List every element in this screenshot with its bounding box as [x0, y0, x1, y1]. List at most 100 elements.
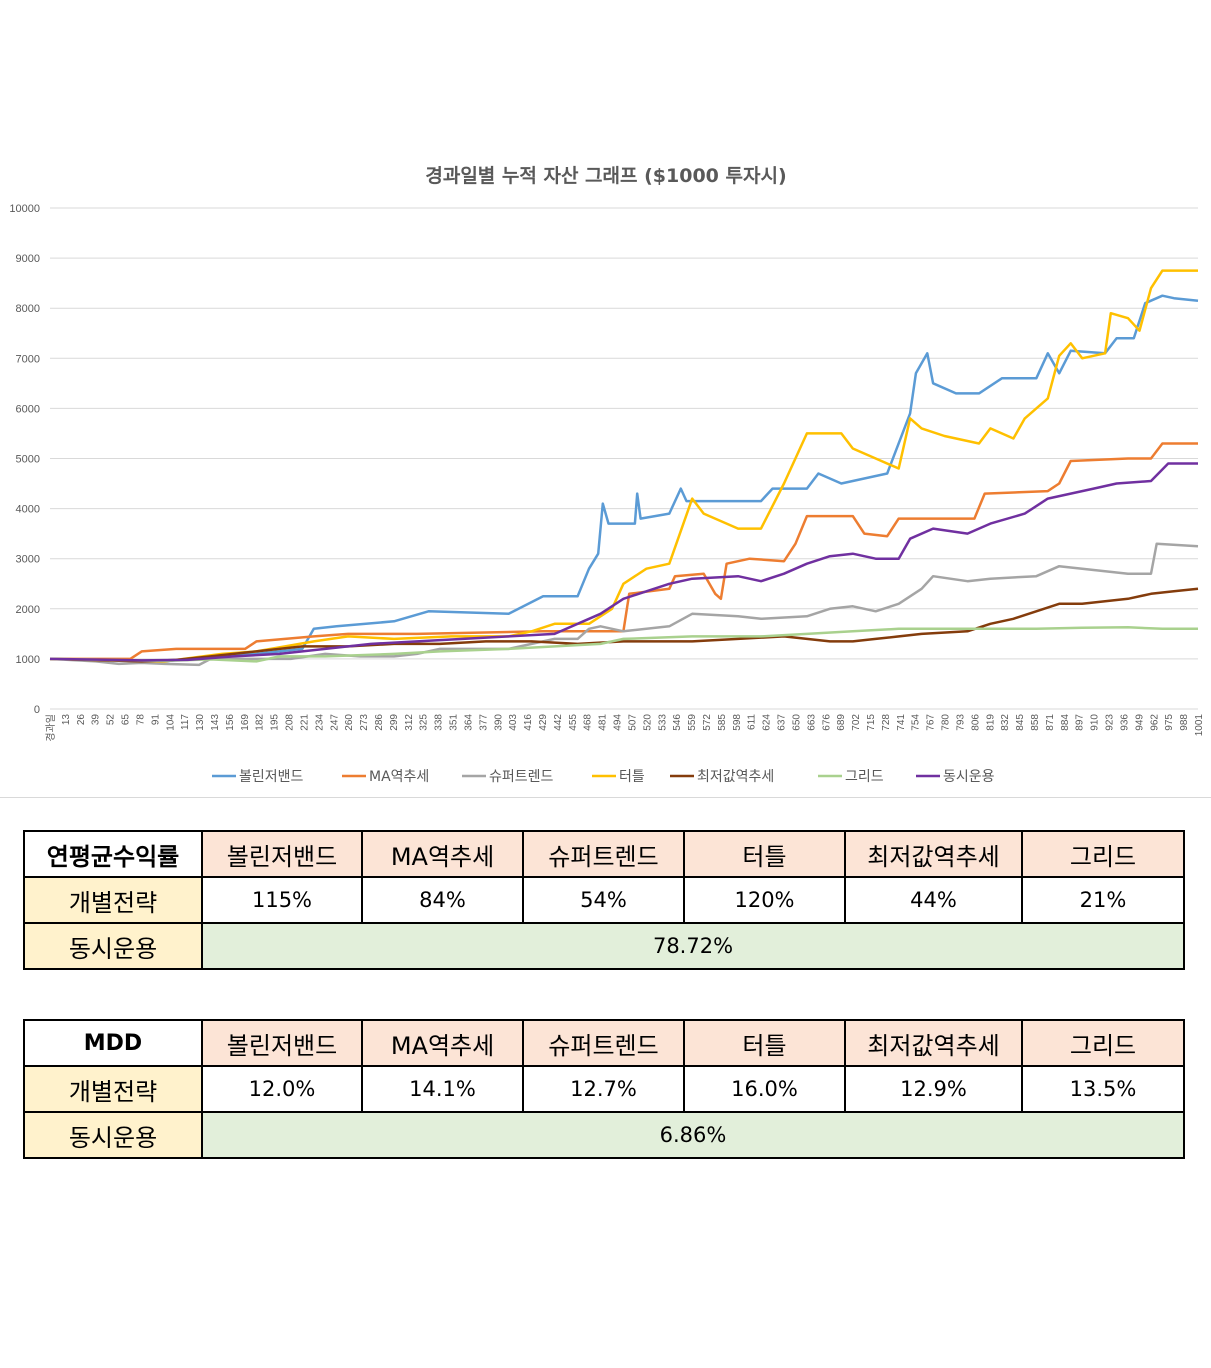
x-tick-label: 403	[508, 714, 519, 731]
combined-value-cell: 78.72%	[201, 922, 1185, 970]
x-tick-label: 598	[732, 714, 743, 731]
x-tick-label: 247	[329, 714, 340, 731]
x-tick-label: 962	[1149, 714, 1160, 731]
x-tick-label: 481	[598, 714, 609, 731]
x-tick-label: 경과일	[44, 714, 57, 742]
y-tick-label: 2000	[16, 604, 40, 616]
y-tick-label: 3000	[16, 554, 40, 566]
row-label: 동시운용	[23, 922, 203, 970]
x-tick-label: 585	[717, 714, 728, 731]
header-cell: 볼린저밴드	[201, 830, 363, 878]
legend-label: 볼린저밴드	[239, 769, 304, 785]
x-tick-label: 793	[955, 714, 966, 731]
series-line	[49, 269, 1198, 663]
value-cell: 12.0%	[201, 1065, 363, 1113]
chart-legend: 볼린저밴드 MA역추세 슈퍼트렌드 터틀 최저값역추세 그리드 동시운용	[212, 769, 995, 785]
combined-value-cell: 6.86%	[201, 1111, 1185, 1159]
legend-label: 슈퍼트렌드	[489, 769, 554, 785]
x-tick-label: 442	[553, 714, 564, 731]
x-tick-label: 520	[642, 714, 653, 731]
x-tick-label: 884	[1060, 714, 1071, 731]
x-tick-label: 364	[463, 714, 474, 731]
value-cell: 44%	[844, 876, 1023, 924]
x-tick-label: 416	[523, 714, 534, 731]
x-tick-label: 624	[762, 714, 773, 731]
y-tick-label: 10000	[9, 203, 40, 215]
legend-label: 최저값역추세	[697, 769, 774, 785]
x-tick-label: 897	[1075, 714, 1086, 731]
x-tick-label: 689	[836, 714, 847, 731]
x-tick-label: 468	[583, 714, 594, 731]
x-tick-label: 377	[478, 714, 489, 731]
x-tick-label: 26	[76, 714, 87, 726]
x-tick-label: 676	[821, 714, 832, 731]
x-tick-label: 832	[1000, 714, 1011, 731]
x-tick-label: 65	[121, 714, 132, 726]
header-cell: 그리드	[1021, 1019, 1185, 1067]
x-tick-label: 130	[195, 714, 206, 731]
header-cell: 최저값역추세	[844, 830, 1023, 878]
header-cell: 터틀	[683, 1019, 846, 1067]
chart-gridlines	[50, 207, 1198, 710]
cumulative-asset-chart: 경과일별 누적 자산 그래프 ($1000 투자시) 0 1000 2000 3000…	[9, 165, 1205, 785]
value-cell: 14.1%	[361, 1065, 524, 1113]
value-cell: 54%	[522, 876, 685, 924]
mdd-table: MDD 볼린저밴드 MA역추세 슈퍼트렌드 터틀 최저값역추세 그리드 개별전략…	[23, 1019, 1185, 1159]
legend-label: 그리드	[845, 769, 884, 785]
x-tick-label: 143	[210, 714, 221, 731]
y-tick-label: 6000	[16, 403, 40, 415]
x-tick-label: 455	[568, 714, 579, 731]
x-tick-label: 1001	[1194, 714, 1205, 737]
value-cell: 16.0%	[683, 1065, 846, 1113]
x-tick-label: 780	[941, 714, 952, 731]
row-label: 개별전략	[23, 1065, 203, 1113]
y-axis-ticks: 0 1000 2000 3000 4000 5000 6000 7000 8000 9000 100…	[9, 203, 40, 716]
x-tick-label: 923	[1105, 714, 1116, 731]
series-line	[49, 294, 1199, 663]
x-tick-label: 572	[702, 714, 713, 731]
y-tick-label: 8000	[16, 303, 40, 315]
x-tick-label: 234	[314, 714, 325, 731]
x-tick-label: 351	[449, 714, 460, 731]
header-cell: MA역추세	[361, 830, 524, 878]
x-tick-label: 390	[493, 714, 504, 731]
x-tick-label: 208	[285, 714, 296, 731]
x-tick-label: 767	[926, 714, 937, 731]
x-tick-label: 78	[135, 714, 146, 726]
x-tick-label: 611	[747, 714, 758, 730]
x-tick-label: 845	[1015, 714, 1026, 731]
x-tick-label: 741	[896, 714, 907, 731]
legend-label: 동시운용	[943, 769, 995, 785]
table-corner-label: MDD	[23, 1019, 203, 1067]
x-tick-label: 91	[150, 714, 161, 726]
x-tick-label: 858	[1030, 714, 1041, 731]
individual-row: 개별전략 12.0% 14.1% 12.7% 16.0% 12.9% 13.5%	[23, 1065, 1185, 1113]
x-tick-label: 286	[374, 714, 385, 731]
row-label: 개별전략	[23, 876, 203, 924]
x-tick-label: 52	[106, 714, 117, 726]
x-tick-label: 975	[1164, 714, 1175, 731]
value-cell: 12.9%	[844, 1065, 1023, 1113]
value-cell: 120%	[683, 876, 846, 924]
x-tick-label: 429	[538, 714, 549, 731]
x-tick-label: 195	[270, 714, 281, 731]
y-tick-label: 4000	[16, 504, 40, 516]
x-tick-label: 221	[299, 714, 310, 731]
header-cell: 최저값역추세	[844, 1019, 1023, 1067]
value-cell: 13.5%	[1021, 1065, 1185, 1113]
x-tick-label: 494	[613, 714, 624, 731]
annual-return-table: 연평균수익률 볼린저밴드 MA역추세 슈퍼트렌드 터틀 최저값역추세 그리드 개…	[23, 830, 1185, 970]
x-tick-label: 39	[91, 714, 102, 726]
y-tick-label: 9000	[16, 253, 40, 265]
value-cell: 12.7%	[522, 1065, 685, 1113]
x-tick-label: 715	[866, 714, 877, 731]
header-cell: 그리드	[1021, 830, 1185, 878]
x-tick-label: 117	[180, 714, 191, 730]
x-tick-label: 806	[970, 714, 981, 731]
value-cell: 21%	[1021, 876, 1185, 924]
y-tick-label: 1000	[16, 654, 40, 666]
x-tick-label: 533	[657, 714, 668, 731]
x-tick-label: 156	[225, 714, 236, 731]
x-tick-label: 312	[404, 714, 415, 731]
x-tick-label: 104	[165, 714, 176, 731]
